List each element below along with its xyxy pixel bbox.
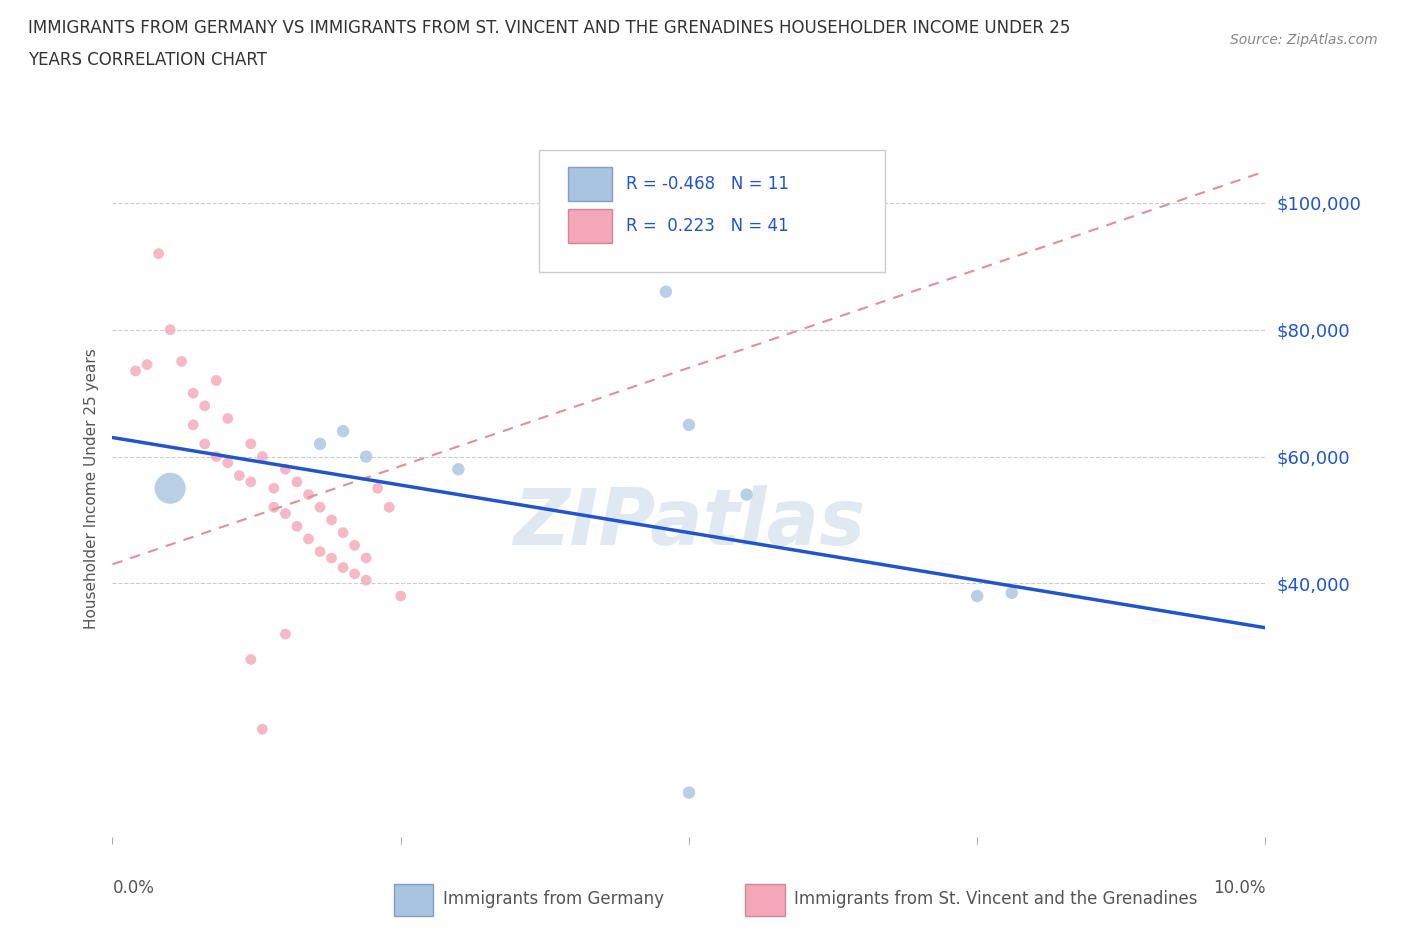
Point xyxy=(274,506,297,521)
Point xyxy=(136,357,159,372)
Text: R = -0.468   N = 11: R = -0.468 N = 11 xyxy=(626,175,789,193)
Text: Immigrants from Germany: Immigrants from Germany xyxy=(443,890,664,909)
Point xyxy=(678,418,700,432)
Point xyxy=(274,462,297,477)
Point xyxy=(447,462,470,477)
Text: 10.0%: 10.0% xyxy=(1213,879,1265,897)
Point xyxy=(181,418,204,432)
Point xyxy=(389,589,412,604)
Point xyxy=(239,652,262,667)
Point xyxy=(1001,586,1024,601)
Point xyxy=(332,424,354,439)
Point xyxy=(309,436,332,451)
Point xyxy=(124,364,146,379)
Point xyxy=(205,449,228,464)
Point xyxy=(170,354,193,369)
Point xyxy=(285,474,308,489)
Point xyxy=(159,323,181,338)
Point xyxy=(332,525,354,540)
Point xyxy=(367,481,389,496)
Point xyxy=(228,468,250,483)
Text: IMMIGRANTS FROM GERMANY VS IMMIGRANTS FROM ST. VINCENT AND THE GRENADINES HOUSEH: IMMIGRANTS FROM GERMANY VS IMMIGRANTS FR… xyxy=(28,19,1070,36)
Point xyxy=(263,481,285,496)
FancyBboxPatch shape xyxy=(538,150,884,272)
Point xyxy=(332,560,354,575)
Point xyxy=(297,532,319,547)
Text: Source: ZipAtlas.com: Source: ZipAtlas.com xyxy=(1230,33,1378,46)
Point xyxy=(274,627,297,642)
Point xyxy=(966,589,988,604)
Point xyxy=(181,386,204,401)
Point xyxy=(263,499,285,514)
Point xyxy=(354,449,377,464)
Y-axis label: Householder Income Under 25 years: Householder Income Under 25 years xyxy=(84,348,100,629)
Text: R =  0.223   N = 41: R = 0.223 N = 41 xyxy=(626,217,789,235)
Point xyxy=(309,499,332,514)
Text: ZIPatlas: ZIPatlas xyxy=(513,485,865,561)
Text: 0.0%: 0.0% xyxy=(112,879,155,897)
Point xyxy=(252,722,274,737)
Text: YEARS CORRELATION CHART: YEARS CORRELATION CHART xyxy=(28,51,267,69)
Point xyxy=(354,551,377,565)
Point xyxy=(148,246,170,261)
Point xyxy=(194,398,217,413)
Point xyxy=(354,573,377,588)
Text: Immigrants from St. Vincent and the Grenadines: Immigrants from St. Vincent and the Gren… xyxy=(794,890,1198,909)
FancyBboxPatch shape xyxy=(568,167,612,201)
Point xyxy=(321,512,343,527)
Point xyxy=(159,481,181,496)
Point xyxy=(321,551,343,565)
Point xyxy=(252,449,274,464)
Point xyxy=(343,566,366,581)
Point xyxy=(735,487,758,502)
FancyBboxPatch shape xyxy=(568,209,612,243)
Point xyxy=(217,456,239,471)
Point xyxy=(239,436,262,451)
Point xyxy=(378,499,401,514)
Point xyxy=(297,487,319,502)
Point xyxy=(205,373,228,388)
Point xyxy=(309,544,332,559)
Point xyxy=(678,785,700,800)
Point xyxy=(343,538,366,552)
Point xyxy=(194,436,217,451)
Point xyxy=(217,411,239,426)
Point xyxy=(239,474,262,489)
Point xyxy=(655,285,678,299)
Point xyxy=(285,519,308,534)
